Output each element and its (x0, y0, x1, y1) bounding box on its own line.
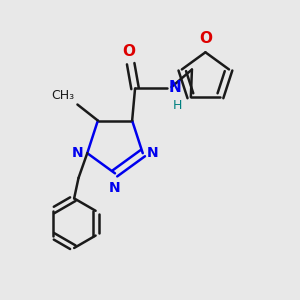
Text: O: O (199, 32, 212, 46)
Text: H: H (172, 99, 182, 112)
Text: O: O (123, 44, 136, 59)
Text: CH₃: CH₃ (51, 88, 74, 102)
Text: N: N (71, 146, 83, 160)
Text: N: N (169, 80, 182, 94)
Text: N: N (147, 146, 159, 160)
Text: N: N (109, 181, 121, 195)
